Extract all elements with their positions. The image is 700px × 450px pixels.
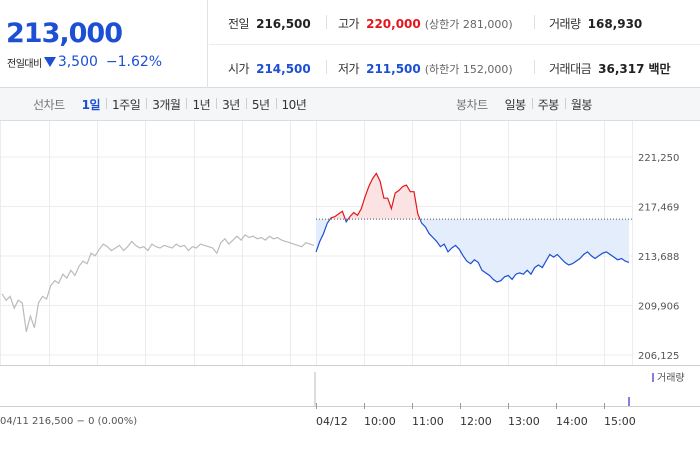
stats-separator — [534, 15, 535, 29]
series-line-above — [329, 172, 421, 220]
tab-daily[interactable]: 일봉 — [504, 98, 527, 112]
stat-prev-close: 전일 216,500 — [228, 15, 311, 32]
y-axis: 221,250 217,469 213,688 209,906 206,125 — [638, 153, 679, 362]
tab-5y[interactable]: 5년 — [245, 96, 276, 113]
chart-series — [1, 172, 630, 332]
series-line-below — [315, 219, 630, 283]
tab-3y[interactable]: 3년 — [216, 96, 246, 113]
x-axis: 04/12 10:00 11:00 12:00 13:00 14:00 15:00 — [316, 403, 636, 428]
line-chart-tabs: 선차트 1일 1주일 3개월 1년 3년 5년 10년 — [33, 88, 312, 121]
tab-1w[interactable]: 1주일 — [106, 96, 146, 113]
x-tick-label: 04/12 — [316, 415, 348, 428]
volume-legend: 거래량 — [657, 372, 685, 384]
stat-label: 시가 — [228, 62, 250, 76]
stats-separator — [534, 60, 535, 74]
price-box: 213,000 전일대비 3,500 −1.62% — [0, 0, 208, 88]
stat-value: 216,500 — [256, 17, 311, 31]
price-chart: 221,250 217,469 213,688 209,906 206,125 04/1… — [0, 121, 700, 428]
stat-turnover: 거래대금 36,317 백만 — [549, 60, 671, 77]
x-tick-label: 15:00 — [604, 415, 636, 428]
stats-separator — [326, 60, 327, 74]
volume-divider — [0, 365, 700, 366]
prev-day-summary: 04/11 216,500 − 0 (0.00%) — [0, 416, 137, 427]
stats-separator — [326, 15, 327, 29]
tab-monthly[interactable]: 월봉 — [564, 96, 598, 113]
y-tick-label: 221,250 — [638, 153, 679, 164]
stat-open: 시가 214,500 — [228, 60, 311, 77]
stat-high: 고가 220,000 (상한가 281,000) — [338, 15, 513, 32]
stat-value: 211,500 — [366, 62, 421, 76]
chart-tabs-bar: 선차트 1일 1주일 3개월 1년 3년 5년 10년 봉차트 일봉 주봉 월봉 — [0, 88, 700, 121]
change-label: 전일대비 — [7, 58, 42, 70]
y-tick-label: 206,125 — [638, 351, 679, 362]
stats-panel: 전일 216,500 고가 220,000 (상한가 281,000) 거래량 … — [209, 0, 700, 88]
stat-value: 36,317 — [598, 62, 645, 76]
y-tick-label: 217,469 — [638, 203, 679, 214]
volume-bar — [628, 397, 630, 406]
current-price: 213,000 — [6, 18, 123, 49]
stat-unit: 백만 — [648, 62, 671, 76]
candle-chart-title: 봉차트 — [456, 98, 488, 112]
tab-10y[interactable]: 10년 — [275, 96, 313, 113]
chart-area-fill — [316, 173, 629, 282]
stat-label: 거래량 — [549, 17, 581, 31]
area-above-close — [316, 173, 629, 220]
tab-3m[interactable]: 3개월 — [146, 96, 186, 113]
stat-value: 214,500 — [256, 62, 311, 76]
y-tick-label: 213,688 — [638, 252, 679, 263]
quote-header: 213,000 전일대비 3,500 −1.62% 전일 216,500 고가 … — [0, 0, 700, 88]
candle-chart-tabs: 봉차트 일봉 주봉 월봉 — [456, 88, 598, 121]
stat-sub: (하한가 152,000) — [424, 63, 513, 76]
change-row: 전일대비 3,500 −1.62% — [7, 54, 162, 70]
area-below-close — [316, 219, 629, 282]
xaxis-line — [0, 406, 700, 407]
stat-label: 전일 — [228, 17, 250, 31]
stats-divider — [209, 44, 700, 45]
stat-low: 저가 211,500 (하한가 152,000) — [338, 60, 513, 77]
stat-value: 168,930 — [587, 17, 643, 31]
tab-weekly[interactable]: 주봉 — [531, 96, 565, 113]
x-tick-label: 12:00 — [460, 415, 492, 428]
down-triangle-icon — [43, 57, 56, 67]
stat-volume: 거래량 168,930 — [549, 15, 642, 32]
stat-label: 고가 — [338, 17, 360, 31]
stat-label: 저가 — [338, 62, 360, 76]
x-tick-label: 10:00 — [364, 415, 396, 428]
line-chart-title: 선차트 — [33, 98, 65, 112]
change-amount: 3,500 — [57, 54, 98, 70]
y-tick-label: 209,906 — [638, 302, 679, 313]
tab-1d[interactable]: 1일 — [81, 98, 101, 112]
volume-legend-swatch — [652, 373, 654, 382]
stat-sub: (상한가 281,000) — [424, 18, 513, 31]
change-percent: −1.62% — [105, 54, 163, 70]
x-tick-label: 13:00 — [508, 415, 540, 428]
tab-1y[interactable]: 1년 — [186, 96, 216, 113]
stat-label: 거래대금 — [549, 62, 592, 76]
x-tick-label: 11:00 — [412, 415, 444, 428]
x-tick-label: 14:00 — [556, 415, 588, 428]
volume-bar — [314, 372, 316, 406]
stat-value: 220,000 — [366, 17, 421, 31]
series-line-prev-day — [1, 234, 315, 332]
